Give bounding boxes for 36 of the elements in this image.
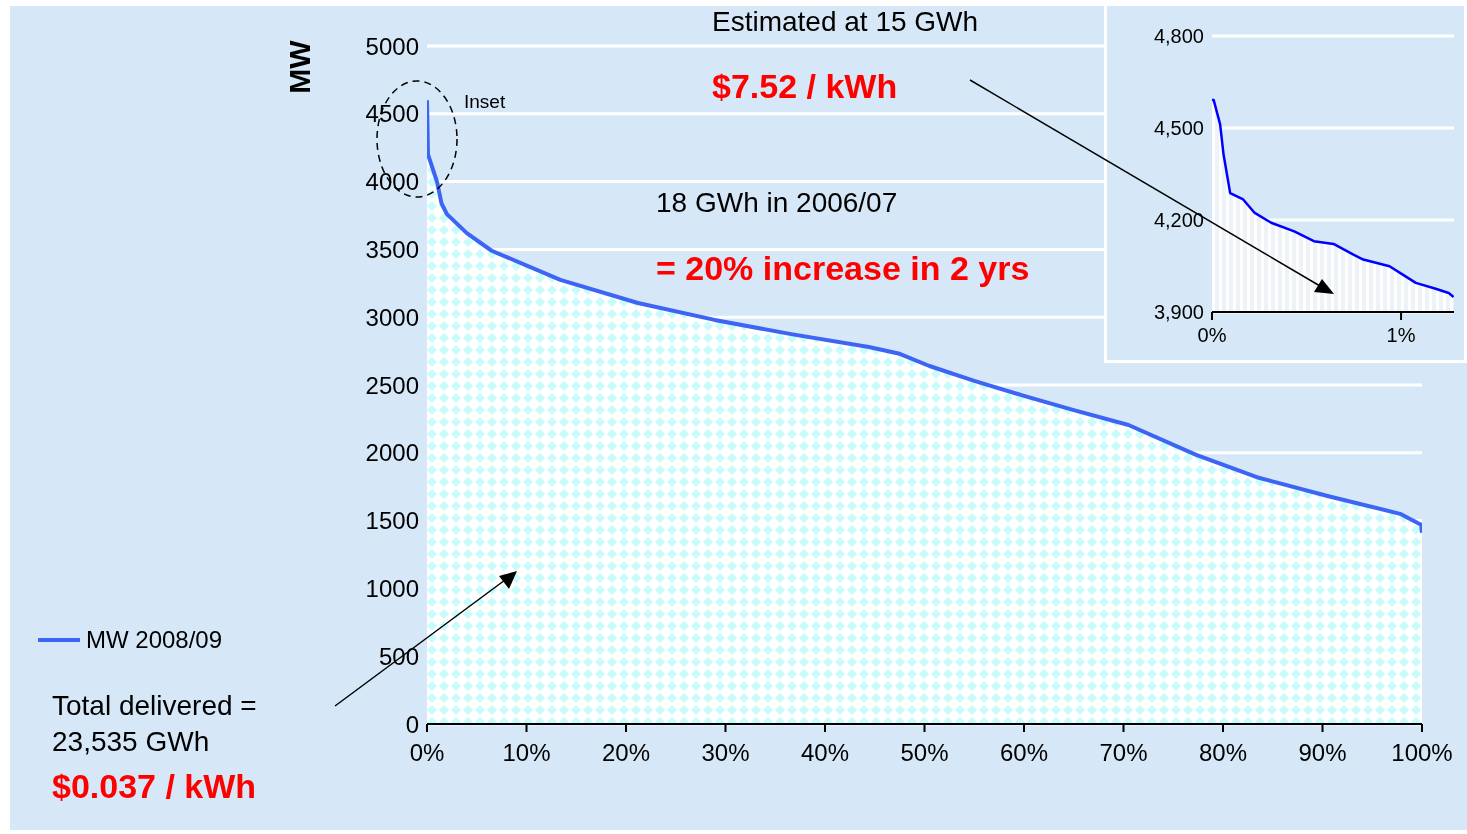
annotation: = 20% increase in 2 yrs xyxy=(656,248,1030,289)
x-tick-label: 90% xyxy=(1298,739,1347,767)
x-tick-label: 1% xyxy=(1386,324,1416,347)
y-tick-label: 4500 xyxy=(365,100,419,128)
x-tick-label: 50% xyxy=(900,739,949,767)
annotation: $7.52 / kWh xyxy=(712,66,898,107)
x-tick-label: 70% xyxy=(1099,739,1148,767)
y-tick-label: 1000 xyxy=(365,574,419,602)
y-tick-label: 4,200 xyxy=(1153,209,1204,232)
y-tick-label: 4000 xyxy=(365,168,419,196)
y-tick-label: 2000 xyxy=(365,439,419,467)
y-tick-label: 2500 xyxy=(365,371,419,399)
x-tick-label: 0% xyxy=(1197,324,1227,347)
x-tick-label: 80% xyxy=(1198,739,1248,767)
x-tick-label: 40% xyxy=(800,739,850,767)
text: Total delivered = 23,535 GWh xyxy=(52,689,257,760)
x-tick-label: 10% xyxy=(502,739,551,767)
y-tick-label: 4,800 xyxy=(1153,25,1204,48)
x-tick-label: 100% xyxy=(1391,739,1453,767)
x-tick-label: 30% xyxy=(701,739,750,767)
y-tick-label: 1500 xyxy=(365,507,419,535)
y-tick-label: 5000 xyxy=(365,32,419,60)
y-tick-label: 3500 xyxy=(365,235,419,263)
legend-label: MW 2008/09 xyxy=(86,626,223,654)
y-tick-label: 4,500 xyxy=(1153,117,1204,140)
text: $0.037 / kWh xyxy=(52,766,257,807)
annotation: Inset xyxy=(464,90,506,114)
text: Estimated at 15 GWh xyxy=(712,5,979,39)
y-tick-label: 3000 xyxy=(365,303,419,331)
x-tick-label: 60% xyxy=(999,739,1049,767)
x-tick-label: 0% xyxy=(409,739,445,767)
y-tick-label: 3,900 xyxy=(1153,301,1204,324)
y-tick-label: 0 xyxy=(405,710,419,738)
x-tick-label: 20% xyxy=(601,739,651,767)
annotation: 18 GWh in 2006/07 xyxy=(656,186,898,220)
y-axis-title: MW xyxy=(283,39,316,96)
